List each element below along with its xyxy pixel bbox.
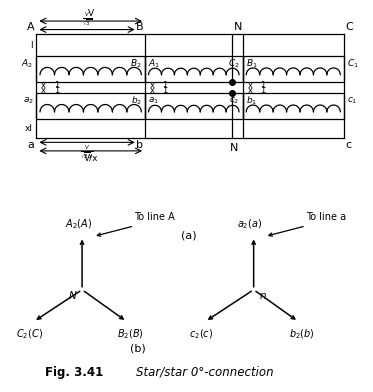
Text: $A_2$: $A_2$ <box>22 58 34 70</box>
Text: To line a: To line a <box>306 212 346 222</box>
Text: x: x <box>41 81 46 90</box>
Text: $a_2(a)$: $a_2(a)$ <box>237 218 263 231</box>
Bar <box>145 93 243 119</box>
Text: (b): (b) <box>130 343 146 354</box>
Bar <box>145 56 243 82</box>
Text: $\frac{V}{\sqrt{3}}$: $\frac{V}{\sqrt{3}}$ <box>82 11 92 29</box>
Text: 1: 1 <box>162 81 167 90</box>
Text: $b_2(b)$: $b_2(b)$ <box>289 327 315 341</box>
Text: $B_2(B)$: $B_2(B)$ <box>117 327 144 341</box>
Text: $a_1$: $a_1$ <box>148 96 159 106</box>
Text: 1: 1 <box>54 86 59 95</box>
Text: 1: 1 <box>260 86 265 95</box>
Text: c: c <box>346 140 352 150</box>
Text: (a): (a) <box>181 230 196 241</box>
Text: x: x <box>41 86 46 95</box>
Text: $B_2$: $B_2$ <box>131 58 142 70</box>
Text: $b_2$: $b_2$ <box>131 94 142 107</box>
Text: $a_2$: $a_2$ <box>23 96 34 106</box>
Text: x: x <box>247 81 253 90</box>
Text: $b_1$: $b_1$ <box>245 94 257 107</box>
Text: $C_2(C)$: $C_2(C)$ <box>16 327 43 341</box>
Bar <box>37 93 145 119</box>
Text: $C_1$: $C_1$ <box>347 58 358 70</box>
Text: Fig. 3.41: Fig. 3.41 <box>46 366 104 379</box>
Text: $c_2$: $c_2$ <box>229 96 240 106</box>
Text: B: B <box>135 22 143 32</box>
Text: a: a <box>28 140 35 150</box>
Text: $B_1$: $B_1$ <box>245 58 257 70</box>
Text: N: N <box>233 22 242 32</box>
Text: l: l <box>30 41 33 50</box>
Text: b: b <box>136 140 143 150</box>
Bar <box>37 56 145 82</box>
Text: To line A: To line A <box>134 212 175 222</box>
Bar <box>243 93 344 119</box>
Text: x: x <box>150 86 155 95</box>
Text: N: N <box>229 143 238 153</box>
Bar <box>243 56 344 82</box>
Text: x: x <box>247 86 253 95</box>
Text: Star/star 0°-connection: Star/star 0°-connection <box>137 366 274 379</box>
Text: $c_1$: $c_1$ <box>347 96 357 106</box>
Text: $C_2$: $C_2$ <box>228 58 240 70</box>
Text: V/x: V/x <box>84 154 98 163</box>
Text: A: A <box>27 22 35 32</box>
Text: $A_1$: $A_1$ <box>148 58 160 70</box>
Text: 1: 1 <box>162 86 167 95</box>
Text: 1: 1 <box>54 81 59 90</box>
Text: xl: xl <box>25 124 33 133</box>
Text: V: V <box>88 9 94 18</box>
Text: N: N <box>69 292 76 301</box>
Text: n: n <box>259 292 266 301</box>
Text: $A_2(A)$: $A_2(A)$ <box>65 218 92 231</box>
Text: C: C <box>346 22 354 32</box>
Text: $c_2(c)$: $c_2(c)$ <box>189 327 213 341</box>
Text: 1: 1 <box>260 81 265 90</box>
Text: x: x <box>150 81 155 90</box>
Text: $\frac{V}{\sqrt{3}x}$: $\frac{V}{\sqrt{3}x}$ <box>81 143 94 162</box>
